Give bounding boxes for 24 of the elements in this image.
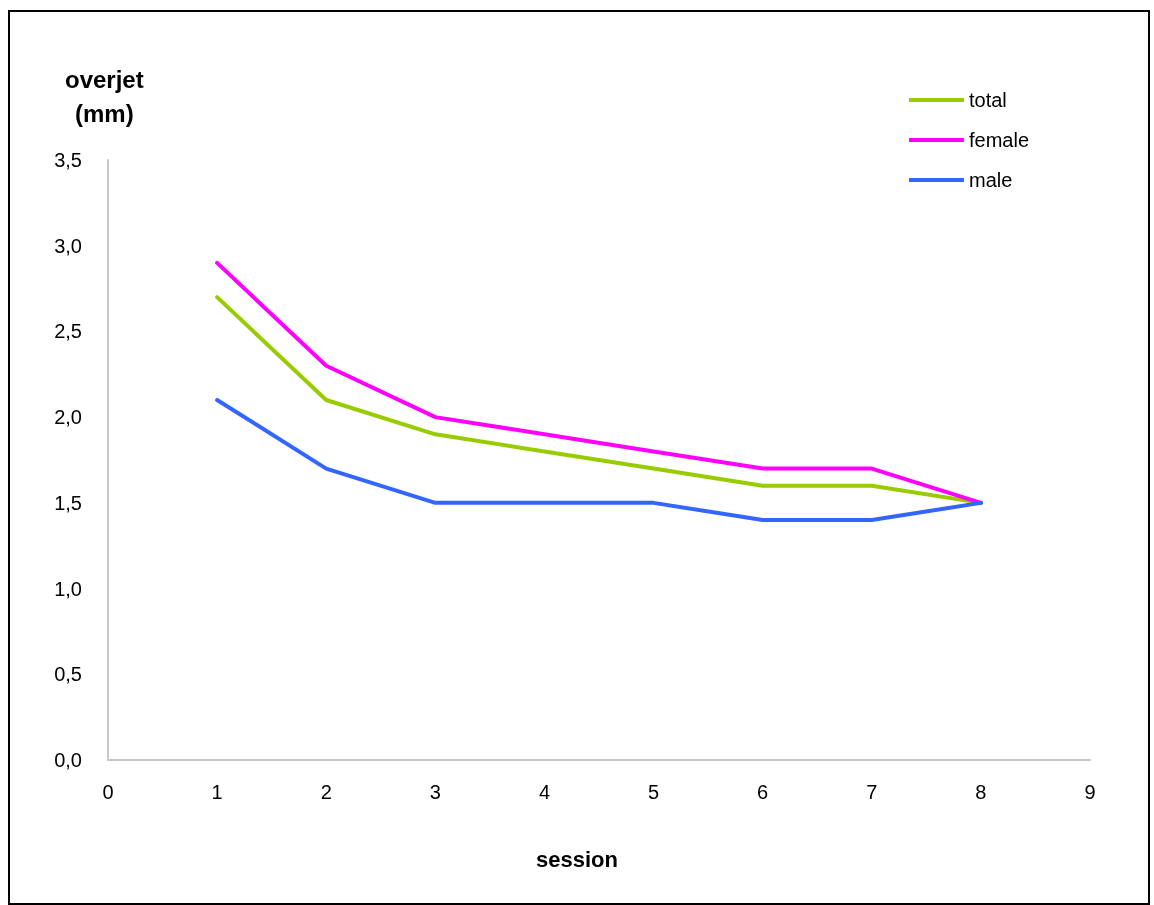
line-series xyxy=(215,398,983,522)
x-axis-title: session xyxy=(536,846,618,872)
x-tick-label: 0 xyxy=(102,781,114,803)
x-tick-label: 6 xyxy=(757,781,769,803)
y-tick-label: 2,0 xyxy=(54,406,82,429)
y-tick-label: 1,5 xyxy=(54,491,82,514)
x-tick-label: 9 xyxy=(1084,781,1096,803)
y-tick-label: 2,5 xyxy=(54,320,82,343)
x-tick-label: 7 xyxy=(866,781,878,803)
x-tick-label: 3 xyxy=(429,781,441,803)
legend-label: female xyxy=(968,129,1029,151)
legend-label: total xyxy=(968,89,1007,111)
y-tick-label: 3,5 xyxy=(54,149,82,171)
x-tick-label: 1 xyxy=(211,781,223,803)
legend-label: male xyxy=(968,169,1013,191)
x-tick-label: 2 xyxy=(320,781,332,803)
y-tick-label: 0,0 xyxy=(54,749,82,771)
y-tick-label: 1,0 xyxy=(54,577,82,600)
x-tick-label: 5 xyxy=(647,781,660,803)
y-tick-label: 3,0 xyxy=(54,234,82,257)
x-tick-label: 4 xyxy=(538,781,551,803)
y-axis-title: overjet (mm) xyxy=(65,65,144,127)
y-tick-label: 0,5 xyxy=(54,663,82,686)
x-tick-label: 8 xyxy=(975,781,987,803)
